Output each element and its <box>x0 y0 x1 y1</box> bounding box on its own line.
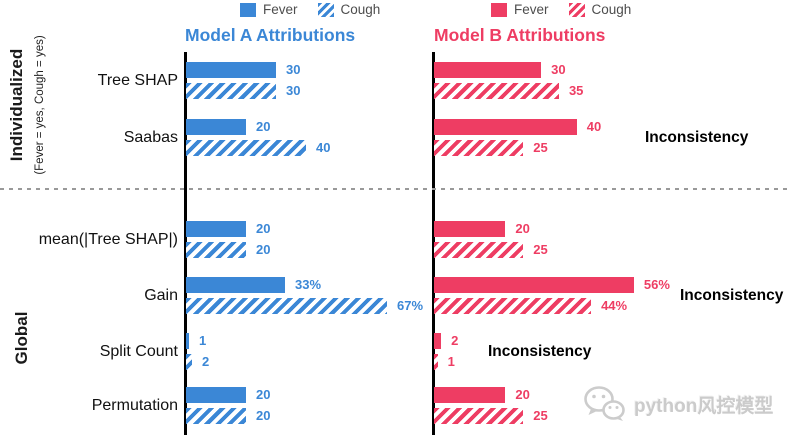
cough-bar-model_b <box>434 354 438 370</box>
cough-bar-model_b <box>434 83 559 99</box>
section-sublabel-conditions: (Fever = yes, Cough = yes) <box>34 35 46 175</box>
watermark: python风控模型 <box>582 385 773 423</box>
watermark-text: python风控模型 <box>634 395 774 417</box>
cough-value-label: 2 <box>202 354 210 369</box>
section-divider <box>0 188 788 190</box>
fever-bar-model_a <box>186 119 246 135</box>
method-label: Split Count <box>99 342 178 360</box>
fever-solid-swatch-icon <box>240 2 256 17</box>
method-label: mean(|Tree SHAP|) <box>38 230 178 248</box>
fever-value-label: 20 <box>256 221 271 236</box>
inconsistency-label: Inconsistency <box>680 286 784 304</box>
cough-bar-model_a <box>186 83 276 99</box>
cough-value-label: 30 <box>286 83 301 98</box>
cough-value-label: 20 <box>256 408 271 423</box>
legend-model-b: Fever Cough <box>491 2 631 17</box>
method-label: Tree SHAP <box>97 71 178 89</box>
wechat-icon <box>584 386 625 421</box>
fever-bar-model_b <box>434 387 506 403</box>
fever-value-label: 2 <box>451 333 459 348</box>
fever-value-label: 20 <box>515 221 530 236</box>
fever-value-label: 20 <box>256 387 271 402</box>
cough-bar-model_a <box>186 242 246 258</box>
fever-value-label: 20 <box>515 387 530 402</box>
section-label-individualized: Individualized <box>7 48 26 162</box>
method-label: Saabas <box>123 128 178 146</box>
cough-bar-model_a <box>186 298 387 314</box>
cough-value-label: 40 <box>316 140 331 155</box>
fever-value-label: 20 <box>256 119 271 134</box>
cough-bar-model_b <box>434 140 524 156</box>
cough-bar-model_b <box>434 242 524 258</box>
cough-value-label: 67% <box>397 298 424 313</box>
legend-label-cough: Cough <box>591 2 632 17</box>
cough-value-label: 20 <box>256 242 271 257</box>
cough-bar-model_b <box>434 298 592 314</box>
inconsistency-label: Inconsistency <box>645 128 749 146</box>
cough-value-label: 25 <box>533 140 548 155</box>
method-label: Gain <box>144 286 178 304</box>
fever-bar-model_b <box>434 119 577 135</box>
fever-value-label: 56% <box>643 277 670 292</box>
fever-bar-model_b <box>434 333 442 349</box>
cough-value-label: 25 <box>533 242 548 257</box>
fever-bar-model_b <box>434 62 542 78</box>
model-b-axis <box>432 52 435 435</box>
legend-label-fever: Fever <box>263 2 298 17</box>
fever-bar-model_a <box>186 221 246 237</box>
cough-bar-model_a <box>186 140 306 156</box>
model-a-title: Model A Attributions <box>185 25 356 45</box>
cough-bar-model_a <box>186 354 192 370</box>
legend-model-a: Fever Cough <box>240 2 380 17</box>
fever-bar-model_b <box>434 277 634 293</box>
cough-hatched-swatch-icon <box>568 2 585 17</box>
legend-label-cough: Cough <box>340 2 381 17</box>
cough-value-label: 35 <box>568 83 584 98</box>
cough-value-label: 25 <box>533 408 548 423</box>
fever-bar-model_a <box>186 277 285 293</box>
fever-bar-model_a <box>186 333 189 349</box>
fever-solid-swatch-icon <box>491 2 507 17</box>
cough-hatched-swatch-icon <box>317 2 334 17</box>
fever-value-label: 33% <box>295 277 322 292</box>
fever-bar-model_b <box>434 221 506 237</box>
model-a-axis <box>184 52 187 435</box>
legend-label-fever: Fever <box>514 2 549 17</box>
cough-bar-model_b <box>434 408 524 424</box>
fever-value-label: 30 <box>286 62 301 77</box>
fever-bar-model_a <box>186 387 246 403</box>
fever-value-label: 1 <box>199 333 207 348</box>
cough-value-label: 44% <box>601 298 628 313</box>
cough-bar-model_a <box>186 408 246 424</box>
fever-value-label: 30 <box>551 62 566 77</box>
fever-value-label: 40 <box>586 119 602 134</box>
model-b-title: Model B Attributions <box>434 25 606 45</box>
cough-value-label: 1 <box>447 354 455 369</box>
method-label: Permutation <box>91 396 178 414</box>
inconsistency-label: Inconsistency <box>488 342 592 360</box>
fever-bar-model_a <box>186 62 276 78</box>
